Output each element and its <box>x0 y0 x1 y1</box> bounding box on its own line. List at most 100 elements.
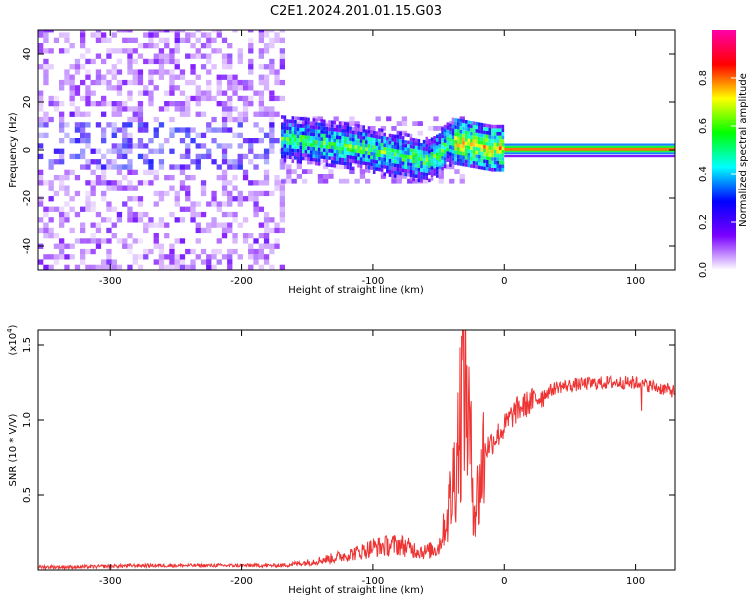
heat-cell <box>431 148 434 152</box>
heat-cell <box>148 217 153 222</box>
heat-cell <box>318 151 321 155</box>
heat-cell <box>404 162 407 166</box>
heat-cell <box>336 128 339 132</box>
heat-cell <box>122 127 127 132</box>
heat-cell <box>112 159 117 164</box>
heat-cell <box>138 101 143 106</box>
heat-cell <box>302 157 305 161</box>
heat-cell <box>307 143 310 147</box>
heat-cell <box>386 169 389 173</box>
snr-background <box>38 330 675 570</box>
heat-cell <box>54 149 59 154</box>
heat-cell <box>391 126 396 131</box>
heat-cell <box>334 164 337 168</box>
heat-cell <box>264 223 269 228</box>
heat-cell <box>439 166 442 170</box>
heat-cell <box>454 140 457 144</box>
heat-cell <box>259 80 264 85</box>
heat-cell <box>286 179 291 184</box>
heat-cell <box>302 153 305 157</box>
heat-cell <box>264 32 269 37</box>
heat-cell <box>286 169 291 174</box>
heat-cell <box>441 138 444 142</box>
heat-cell <box>489 157 492 161</box>
heat-cell <box>122 143 127 148</box>
heat-cell <box>175 254 180 259</box>
heat-cell <box>305 139 308 143</box>
heat-cell <box>264 170 269 175</box>
heat-cell <box>475 165 478 169</box>
heat-cell <box>180 38 185 43</box>
heat-cell <box>164 69 169 74</box>
heat-cell <box>185 143 190 148</box>
heat-cell <box>96 180 101 185</box>
heat-cell <box>365 165 368 169</box>
heat-cell <box>423 165 426 169</box>
heat-cell <box>80 80 85 85</box>
heat-cell <box>397 146 400 150</box>
heat-cell <box>496 146 499 150</box>
heat-cell <box>439 162 442 166</box>
heat-cell <box>286 123 289 127</box>
heat-cell <box>355 153 358 157</box>
heat-cell <box>428 179 431 183</box>
heat-cell <box>449 142 452 146</box>
heat-cell <box>420 172 423 176</box>
heat-cell <box>201 112 206 117</box>
heat-cell <box>64 217 69 222</box>
heat-cell <box>38 122 43 127</box>
heat-cell <box>96 265 101 270</box>
heat-cell <box>305 121 308 125</box>
heat-cell <box>206 91 211 96</box>
heat-cell <box>334 135 337 139</box>
heat-cell <box>259 244 264 249</box>
heat-cell <box>96 164 101 169</box>
heat-cell <box>138 212 143 217</box>
heat-cell <box>433 140 436 144</box>
heat-cell <box>386 166 389 170</box>
heat-cell <box>410 141 413 145</box>
heat-cell <box>169 244 174 249</box>
heat-cell <box>143 91 148 96</box>
heat-cell <box>253 259 258 264</box>
heat-cell <box>436 174 439 178</box>
heat-cell <box>286 130 289 134</box>
heat-cell <box>473 125 476 129</box>
heat-cell <box>248 254 253 259</box>
heat-cell <box>70 228 75 233</box>
colorbar: 0.00.20.40.60.8 Normalized spectral ampl… <box>698 30 749 278</box>
heat-cell <box>439 133 442 137</box>
heat-cell <box>248 180 253 185</box>
heat-cell <box>75 238 80 243</box>
heat-cell <box>478 122 481 126</box>
heat-cell <box>175 38 180 43</box>
heat-cell <box>428 153 431 157</box>
heat-cell <box>49 96 54 101</box>
heat-cell <box>447 140 450 144</box>
heat-cell <box>386 140 389 144</box>
heat-cell <box>253 180 258 185</box>
heat-cell <box>399 150 402 154</box>
heat-cell <box>169 85 174 90</box>
heat-cell <box>365 151 368 155</box>
heat-cell <box>397 135 400 139</box>
heat-cell <box>175 64 180 69</box>
heat-cell <box>248 191 253 196</box>
heat-cell <box>49 217 54 222</box>
heat-cell <box>80 122 85 127</box>
heat-cell <box>452 125 455 129</box>
heat-cell <box>206 59 211 64</box>
heat-cell <box>473 147 476 151</box>
heat-cell <box>159 265 164 270</box>
heat-cell <box>238 143 243 148</box>
heat-cell <box>232 212 237 217</box>
heat-cell <box>190 43 195 48</box>
heat-cell <box>299 131 302 135</box>
heat-cell <box>454 158 457 162</box>
heat-cell <box>43 212 48 217</box>
heat-cell <box>328 149 331 153</box>
heat-cell <box>112 127 117 132</box>
heat-cell <box>339 150 342 154</box>
heat-cell <box>122 164 127 169</box>
heat-cell <box>127 207 132 212</box>
